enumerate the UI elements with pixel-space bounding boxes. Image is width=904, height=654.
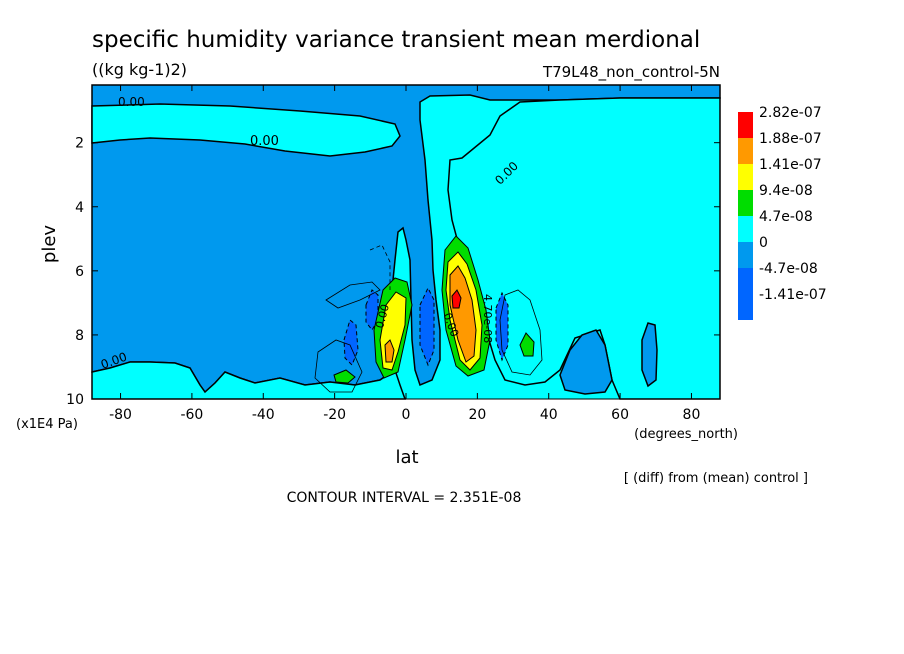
contour-label-7: 4.70e-08 (481, 294, 494, 343)
contour-interval: CONTOUR INTERVAL = 2.351E-08 (287, 490, 522, 506)
legend-label: 1.88e-07 (759, 131, 822, 147)
legend-swatch (738, 242, 753, 268)
y-tick-label: 2 (75, 136, 84, 152)
run-label: T79L48_non_control-5N (542, 63, 720, 82)
y-axis-units: (x1E4 Pa) (16, 417, 78, 432)
y-tick-label: 8 (75, 328, 84, 344)
legend-label: 4.7e-08 (759, 209, 813, 225)
thin-contour-4 (369, 244, 391, 290)
legend-label: -4.7e-08 (759, 261, 818, 277)
legend-swatch (738, 294, 753, 320)
contour-label-5: 0.00 (373, 303, 392, 330)
legend-label: -1.41e-07 (759, 287, 827, 303)
legend-swatch (738, 138, 753, 164)
positive-blob-35n (519, 332, 535, 357)
x-tick-label: 20 (468, 407, 486, 423)
strong-negative-blob-4 (495, 291, 509, 362)
x-axis-units: (degrees_north) (634, 427, 738, 442)
x-tick-label: 60 (611, 407, 629, 423)
x-axis: -80 -60 -40 -20 0 20 40 60 80 (109, 85, 700, 423)
y-tick-label: 6 (75, 264, 84, 280)
x-tick-label: -80 (109, 407, 132, 423)
positive-core-right-red (451, 289, 462, 309)
legend-swatch (738, 164, 753, 190)
positive-region-upper-left (91, 103, 401, 157)
x-tick-label: 80 (683, 407, 701, 423)
x-tick-label: 0 (402, 407, 411, 423)
y-tick-label: 4 (75, 200, 84, 216)
y-axis-title: plev (39, 225, 60, 264)
thin-contour-3 (325, 281, 381, 309)
positive-blob-18s (333, 369, 356, 384)
chart-title: specific humidity variance transient mea… (92, 27, 700, 53)
legend-label: 2.82e-07 (759, 105, 822, 121)
legend-label: 1.41e-07 (759, 157, 822, 173)
strong-negative-blob-1 (365, 289, 379, 331)
x-tick-label: -40 (252, 407, 275, 423)
diff-note: [ (diff) from (mean) control ] (624, 471, 808, 486)
y-axis: 2 4 6 8 10 (66, 136, 720, 408)
legend: 2.82e-07 1.88e-07 1.41e-07 9.4e-08 4.7e-08 0 -… (738, 105, 827, 320)
y-tick-label: 10 (66, 392, 84, 408)
x-axis-title: lat (395, 447, 418, 468)
contour-label-1: 0.00 (118, 95, 145, 109)
legend-label: 0 (759, 235, 768, 251)
negative-pool-60 (559, 329, 613, 395)
legend-swatch (738, 268, 753, 294)
strong-negative-blob-3 (419, 286, 435, 367)
legend-swatch (738, 190, 753, 216)
legend-swatch (738, 112, 753, 138)
x-tick-label: -20 (323, 407, 346, 423)
units-label: ((kg kg-1)2) (92, 60, 187, 79)
negative-pool-68 (641, 322, 658, 388)
positive-core-left-orange (384, 339, 395, 363)
legend-label: 9.4e-08 (759, 183, 813, 199)
strong-negative-blob-2 (343, 319, 359, 366)
contour-label-2: 0.00 (250, 134, 279, 149)
legend-swatch (738, 216, 753, 242)
thin-contour-2 (314, 339, 363, 393)
x-tick-label: -60 (180, 407, 203, 423)
x-tick-label: 40 (540, 407, 558, 423)
contour-field (91, 84, 721, 400)
positive-region-lower (91, 361, 407, 400)
thin-contour-1 (499, 289, 543, 376)
